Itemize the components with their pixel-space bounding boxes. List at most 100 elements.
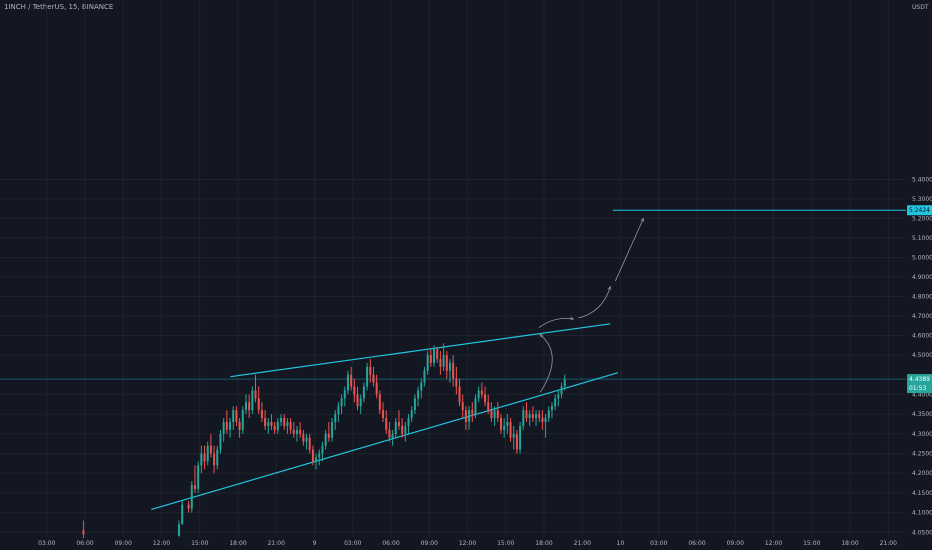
candle-body (315, 457, 318, 462)
candle-body (499, 418, 502, 430)
candle-body (286, 421, 289, 426)
y-tick-label: 5.3000 (912, 196, 932, 203)
candle-body (429, 355, 432, 363)
candle-body (382, 410, 385, 419)
candle-body (541, 418, 544, 422)
candle-body (519, 425, 522, 450)
candle-body (264, 418, 267, 426)
candle-body (337, 406, 340, 415)
y-tick-label: 4.4000 (912, 391, 932, 398)
candle-body (560, 386, 563, 395)
candle-body (503, 425, 506, 430)
candle-body (346, 374, 349, 391)
candle-body (331, 421, 334, 438)
candle-body (251, 390, 254, 411)
candle-body (321, 445, 324, 454)
candle-body (448, 362, 451, 371)
candle-body (452, 362, 455, 379)
candle-body (426, 355, 429, 371)
y-tick-label: 4.3500 (912, 411, 932, 418)
candle-body (410, 410, 413, 419)
candle-body (461, 402, 464, 411)
candle-body (213, 453, 216, 466)
candle-body (471, 410, 474, 415)
target-price-label: 5.2424 (909, 207, 930, 214)
candle-body (509, 421, 512, 438)
candle-body (353, 386, 356, 395)
candle-body (442, 355, 445, 367)
symbol-title: 1INCH / TetherUS, 15, BINANCE (4, 3, 114, 11)
candle-body (423, 370, 426, 383)
candle-body (302, 433, 305, 442)
x-tick-label: 18:00 (229, 540, 246, 547)
candle-body (318, 453, 321, 458)
candle-body (244, 402, 247, 411)
y-tick-label: 4.7000 (912, 313, 932, 320)
candle-body (334, 414, 337, 422)
projection-arrow-3 (578, 287, 610, 319)
x-tick-label: 09:00 (421, 540, 438, 547)
candle-body (350, 374, 353, 387)
candle-body (232, 410, 235, 422)
current-price-badge (907, 374, 932, 394)
candle-body (273, 425, 276, 430)
candle-body (420, 382, 423, 391)
candle-body (327, 433, 330, 438)
candle-body (490, 410, 493, 419)
y-tick-label: 4.2500 (912, 451, 932, 458)
candle-body (257, 398, 260, 411)
x-tick-label: 15:00 (191, 540, 208, 547)
candle-body (197, 465, 200, 489)
x-tick-label: 03:00 (650, 540, 667, 547)
x-tick-label: 12:00 (765, 540, 782, 547)
x-tick-label: 06:00 (76, 540, 93, 547)
candle-body (401, 425, 404, 434)
candle-body (563, 379, 566, 387)
candle-body (372, 374, 375, 383)
candle-body (538, 414, 541, 419)
candle-body (528, 414, 531, 419)
y-tick-label: 4.2000 (912, 470, 932, 477)
candle-body (222, 421, 225, 434)
candle-body (550, 406, 553, 411)
candle-body (190, 485, 193, 509)
y-tick-label: 4.0500 (912, 529, 932, 536)
candle-body (477, 390, 480, 399)
y-tick-label: 4.3000 (912, 431, 932, 438)
y-tick-label: 5.0000 (912, 255, 932, 262)
candle-body (439, 358, 442, 367)
candle-body (413, 398, 416, 411)
candle-body (378, 394, 381, 411)
x-tick-label: 21:00 (268, 540, 285, 547)
candle-body (311, 449, 314, 462)
candle-body (193, 485, 196, 489)
x-tick-label: 18:00 (535, 540, 552, 547)
candle-body (366, 366, 369, 387)
candle-body (219, 433, 222, 450)
candle-body (522, 410, 525, 426)
candle-body (343, 390, 346, 399)
candle-body (181, 504, 184, 525)
x-tick-label: 12:00 (459, 540, 476, 547)
candle-body (474, 398, 477, 415)
candle-body (241, 410, 244, 430)
projection-arrow-2 (538, 318, 573, 329)
candle-body (178, 524, 181, 537)
x-tick-label: 10 (617, 540, 625, 547)
projection-arrow-4 (615, 219, 643, 282)
candle-body (375, 382, 378, 395)
candle-body (276, 421, 279, 430)
x-tick-label: 15:00 (803, 540, 820, 547)
candle-body (283, 418, 286, 426)
x-tick-label: 21:00 (574, 540, 591, 547)
x-tick-label: 03:00 (38, 540, 55, 547)
candle-body (187, 504, 190, 509)
candle-body (238, 421, 241, 430)
y-tick-label: 4.8000 (912, 294, 932, 301)
candle-body (356, 394, 359, 407)
x-tick-label: 06:00 (382, 540, 399, 547)
channel-lower-line (151, 372, 619, 511)
countdown-label: 01:53 (909, 385, 926, 392)
x-tick-label: 9 (313, 540, 317, 547)
